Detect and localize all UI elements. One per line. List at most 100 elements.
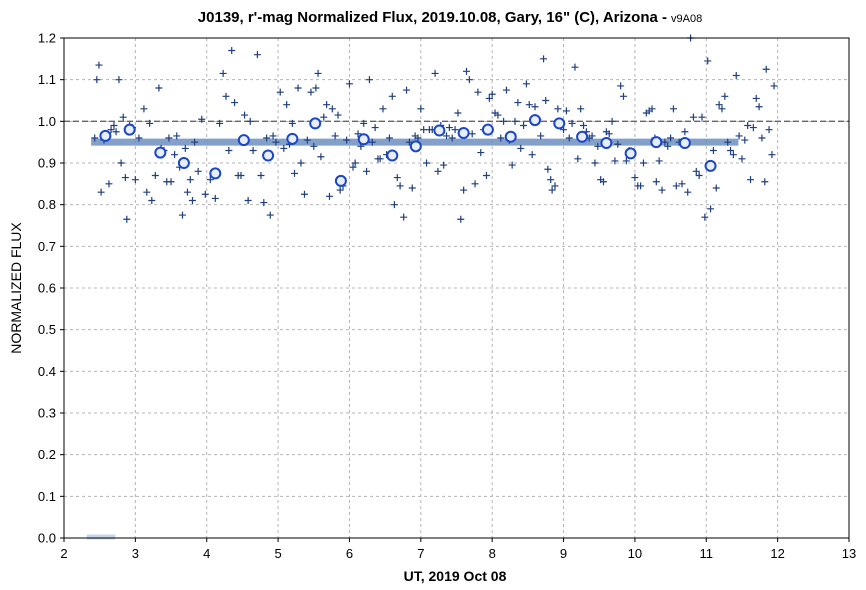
data-point-plus bbox=[709, 147, 717, 154]
data-point-plus bbox=[146, 119, 154, 127]
data-point-plus bbox=[468, 130, 476, 138]
data-point-plus bbox=[408, 184, 416, 192]
data-point-plus bbox=[565, 134, 573, 142]
data-point-average bbox=[177, 157, 190, 169]
data-point-plus bbox=[266, 211, 274, 219]
data-point-average bbox=[409, 140, 422, 153]
data-point-plus bbox=[619, 92, 627, 100]
data-point-plus bbox=[508, 161, 516, 169]
data-point-plus bbox=[351, 159, 359, 167]
x-axis-ticks: 2 3 4 5 6 7 8 9 10 11 12 13 bbox=[60, 538, 856, 561]
data-point-average bbox=[386, 149, 399, 162]
data-point-plus bbox=[93, 76, 101, 84]
data-point-average bbox=[650, 136, 663, 149]
data-point-plus bbox=[678, 180, 686, 188]
data-point-plus bbox=[672, 182, 680, 190]
data-point-average bbox=[154, 146, 167, 159]
data-point-plus bbox=[574, 155, 582, 163]
data-point-plus bbox=[417, 105, 425, 113]
data-point-average bbox=[576, 130, 589, 143]
data-point-plus bbox=[511, 117, 519, 125]
data-point-average bbox=[357, 133, 370, 146]
data-point-plus bbox=[451, 126, 459, 134]
data-point-plus bbox=[390, 201, 398, 209]
data-point-plus bbox=[747, 176, 755, 184]
data-point-plus bbox=[206, 176, 214, 184]
x-tick-label: 2 bbox=[60, 546, 67, 561]
title-version: v9A08 bbox=[671, 13, 702, 25]
data-point-plus bbox=[368, 138, 376, 146]
data-point-plus bbox=[445, 124, 453, 132]
data-point-plus bbox=[272, 138, 280, 146]
data-point-plus bbox=[528, 151, 536, 159]
data-point-plus bbox=[253, 51, 261, 59]
data-point-average bbox=[457, 127, 470, 139]
data-point-plus bbox=[443, 132, 451, 140]
data-point-plus bbox=[148, 197, 156, 204]
data-point-plus bbox=[547, 176, 555, 184]
data-point-plus bbox=[123, 215, 131, 223]
data-point-plus bbox=[403, 86, 411, 94]
y-tick-label: 1.0 bbox=[38, 114, 56, 129]
y-tick-label: 0.1 bbox=[38, 489, 56, 504]
data-point-plus bbox=[522, 80, 530, 88]
data-point-plus bbox=[537, 132, 545, 140]
data-point-plus bbox=[119, 113, 127, 121]
x-tick-label: 3 bbox=[132, 546, 139, 561]
data-point-plus bbox=[525, 101, 533, 109]
data-point-plus bbox=[454, 109, 462, 117]
data-point-plus bbox=[414, 134, 422, 142]
data-point-plus bbox=[600, 178, 608, 186]
data-point-plus bbox=[393, 174, 401, 182]
data-point-plus bbox=[115, 76, 123, 84]
data-point-plus bbox=[488, 90, 496, 98]
data-point-plus bbox=[617, 82, 625, 90]
y-tick-label: 0.2 bbox=[38, 447, 56, 462]
y-tick-label: 0.6 bbox=[38, 281, 56, 296]
data-point-plus bbox=[178, 211, 186, 219]
data-point-plus bbox=[655, 157, 663, 165]
y-tick-label: 0.0 bbox=[38, 531, 56, 546]
data-point-plus bbox=[502, 86, 510, 94]
data-point-plus bbox=[105, 180, 113, 188]
data-point-plus bbox=[379, 105, 387, 113]
data-point-plus bbox=[198, 115, 206, 123]
x-tick-label: 13 bbox=[842, 546, 856, 561]
x-tick-label: 12 bbox=[770, 546, 784, 561]
data-point-plus bbox=[577, 105, 585, 113]
data-point-plus bbox=[194, 167, 202, 175]
data-point-plus bbox=[482, 172, 490, 179]
data-point-plus bbox=[110, 122, 118, 129]
data-point-plus bbox=[637, 182, 645, 190]
y-axis-ticks: 0.0 0.1 0.2 0.3 0.4 0.5 0.6 0.7 0.8 0.9 1.0 1.1 1.2 bbox=[38, 31, 64, 546]
data-point-plus bbox=[246, 117, 254, 125]
data-point-plus bbox=[652, 178, 660, 186]
data-point-plus bbox=[97, 188, 105, 196]
data-point-plus bbox=[477, 149, 485, 157]
data-point-plus bbox=[514, 99, 522, 107]
data-point-plus bbox=[121, 174, 129, 182]
data-point-plus bbox=[263, 134, 271, 142]
data-point-plus bbox=[768, 151, 776, 159]
data-point-plus bbox=[494, 111, 502, 119]
data-point-plus bbox=[669, 105, 677, 113]
data-point-plus bbox=[155, 84, 163, 92]
y-axis-label: NORMALIZED FLUX bbox=[8, 222, 24, 354]
data-point-average bbox=[553, 117, 566, 130]
y-tick-label: 0.5 bbox=[38, 322, 56, 337]
data-point-plus bbox=[188, 197, 196, 204]
data-point-plus bbox=[440, 161, 448, 169]
data-point-plus bbox=[360, 119, 368, 127]
data-point-plus bbox=[343, 136, 351, 144]
data-point-plus bbox=[400, 213, 408, 221]
data-point-plus bbox=[712, 184, 720, 192]
data-point-plus bbox=[328, 105, 336, 113]
data-point-plus bbox=[721, 92, 729, 100]
data-point-plus bbox=[336, 186, 344, 194]
data-point-average bbox=[529, 114, 541, 127]
x-tick-label: 10 bbox=[628, 546, 642, 561]
data-point-plus bbox=[349, 163, 357, 171]
y-tick-label: 0.4 bbox=[38, 364, 56, 379]
data-point-plus bbox=[718, 105, 726, 113]
data-point-average bbox=[262, 149, 275, 162]
